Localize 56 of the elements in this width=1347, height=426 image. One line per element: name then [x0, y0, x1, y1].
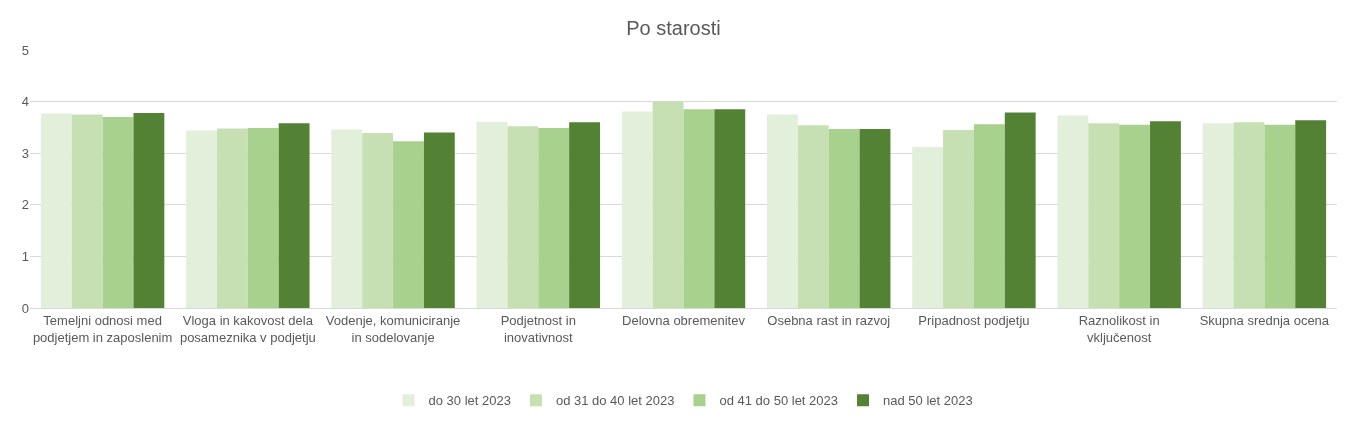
bar: [767, 114, 798, 308]
bar: [1150, 121, 1181, 308]
bar: [216, 128, 248, 308]
bar: [569, 122, 600, 308]
bar: [973, 124, 1005, 308]
x-tick-label: Skupna srednja ocena: [1199, 312, 1330, 328]
bar: [102, 117, 134, 308]
x-tick-label: Osebna rast in razvoj: [767, 312, 891, 328]
x-tick-label: Raznolikost in vključenost: [1078, 312, 1160, 345]
bar: [1119, 124, 1151, 308]
legend-label: od 31 do 40 let 2023: [555, 393, 675, 409]
bar: [186, 130, 217, 308]
bar: [1233, 122, 1265, 308]
x-tick-label: Temeljni odnosi med podjetjem in zaposlenim: [32, 312, 173, 345]
bar: [71, 114, 103, 308]
y-tick-label: 5: [21, 42, 29, 58]
chart-title: Po starosti: [626, 17, 721, 40]
bar: [133, 112, 165, 308]
legend-label: od 41 do 50 let 2023: [719, 393, 839, 409]
x-tick-label: Podjetnost in inovativnost: [500, 312, 576, 345]
y-tick-label: 2: [21, 197, 29, 213]
x-tick-label: Vodenje, komuniciranje in sodelovanje: [325, 312, 461, 345]
bar: [683, 109, 715, 308]
y-tick-label: 1: [21, 248, 29, 264]
bar: [652, 101, 684, 308]
bar: [859, 128, 891, 308]
y-tick-label: 0: [21, 300, 29, 316]
x-tick-label: Delovna obremenitev: [622, 312, 746, 328]
bar: [423, 132, 455, 308]
bar: [507, 126, 539, 308]
bar: [331, 129, 363, 308]
bar: [247, 127, 279, 308]
bar: [1264, 124, 1296, 308]
bar: [40, 113, 72, 308]
bar: [476, 121, 508, 308]
bar: [1004, 112, 1036, 308]
bar: [278, 123, 310, 308]
bar: [828, 128, 860, 308]
bar: [393, 141, 424, 308]
y-tick-label: 3: [21, 145, 29, 161]
bar: [1057, 115, 1089, 308]
x-tick-label: Vloga in kakovost dela posameznika v podjetju: [179, 312, 316, 345]
bar: [1088, 123, 1120, 308]
bar: [1295, 120, 1327, 308]
bar: [943, 129, 974, 308]
legend-label: nad 50 let 2023: [883, 393, 973, 409]
legend-label: do 30 let 2023: [428, 393, 511, 409]
bar: [538, 127, 570, 308]
bar: [362, 133, 394, 308]
x-tick-label: Pripadnost podjetju: [918, 312, 1030, 328]
bar: [1202, 123, 1234, 308]
bar: [621, 111, 653, 308]
bar: [912, 147, 944, 308]
bar: [797, 125, 829, 308]
y-tick-label: 4: [21, 94, 29, 110]
bar: [714, 109, 746, 308]
